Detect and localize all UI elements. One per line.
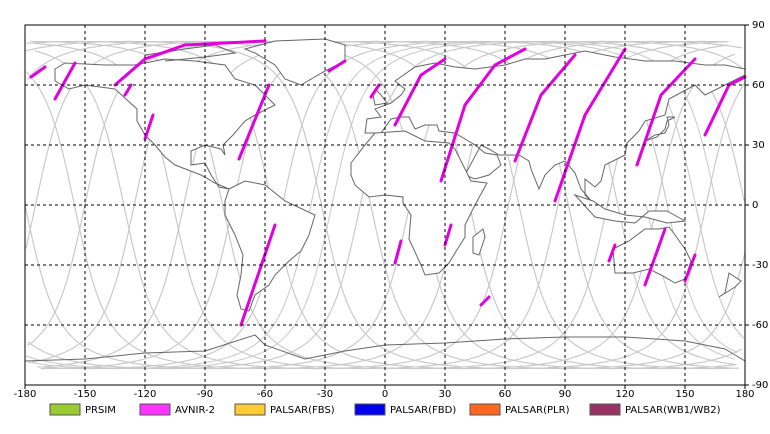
- avnir2-segment: [555, 49, 625, 201]
- avnir2-segment: [609, 245, 615, 261]
- y-tick-label: -90: [752, 380, 768, 391]
- indonesia: [575, 195, 685, 223]
- x-tick-label: -90: [197, 389, 213, 400]
- legend-label: AVNIR-2: [175, 405, 215, 416]
- avnir2-segment: [441, 49, 525, 181]
- y-tick-label: 0: [752, 200, 758, 211]
- legend-label: PALSAR(FBS): [270, 405, 335, 416]
- avnir2-segment: [395, 241, 401, 263]
- legend-label: PRSIM: [85, 405, 116, 416]
- legend-swatch: [139, 403, 171, 416]
- orbit-line: [695, 204, 745, 339]
- avnir2-segment: [241, 225, 275, 325]
- y-tick-label: 30: [752, 140, 765, 151]
- legend-swatch: [234, 403, 266, 416]
- orbit-line: [518, 204, 740, 370]
- greenland: [245, 39, 345, 85]
- x-tick-label: -60: [257, 389, 273, 400]
- avnir2-segment: [637, 59, 695, 165]
- y-tick-label: -30: [752, 260, 768, 271]
- africa: [351, 131, 487, 275]
- new-zealand: [719, 273, 741, 297]
- japan: [645, 117, 675, 141]
- x-tick-label: 60: [499, 389, 512, 400]
- orbit-line: [271, 53, 736, 370]
- orbit-line: [25, 40, 718, 370]
- avnir2-segment: [55, 63, 75, 99]
- x-tick-label: 30: [439, 389, 452, 400]
- axes: -180 -150 -120 -90 -60 -30 0 30 60 90 120 150 180 90 6…: [14, 20, 769, 400]
- x-tick-label: 150: [675, 389, 694, 400]
- avnir2-segment: [125, 85, 131, 95]
- avnir2-segment: [515, 55, 575, 161]
- legend-label: PALSAR(FBD): [390, 405, 456, 416]
- avnir2-segment: [329, 61, 345, 71]
- legend-label: PALSAR(PLR): [505, 405, 570, 416]
- orbit-line: [567, 204, 734, 369]
- avnir2-segment: [31, 67, 45, 77]
- madagascar: [473, 229, 485, 255]
- orbit-line: [320, 82, 746, 370]
- y-tick-label: 90: [752, 20, 765, 31]
- avnir2-segment: [115, 41, 265, 85]
- avnir2-segment: [645, 229, 665, 285]
- x-tick-label: -30: [317, 389, 333, 400]
- antarctica-coast: [25, 335, 745, 361]
- x-tick-label: -180: [14, 389, 37, 400]
- orbit-line: [617, 204, 737, 366]
- avnir2-segment: [145, 115, 153, 139]
- avnir2-segment: [481, 297, 489, 305]
- legend-swatch: [49, 403, 81, 416]
- legend-label: PALSAR(WB1/WB2): [625, 405, 721, 416]
- orbit-line: [370, 204, 746, 370]
- australia: [613, 227, 691, 283]
- arctic-islands: [145, 45, 235, 61]
- legend: PRSIM AVNIR-2 PALSAR(FBS) PALSAR(FBD) PALSAR…: [49, 403, 721, 416]
- avnir2-segment: [395, 59, 445, 125]
- x-tick-label: -120: [134, 389, 157, 400]
- avnir2-segment: [239, 85, 269, 159]
- x-tick-label: 0: [382, 389, 388, 400]
- north-america: [55, 59, 275, 189]
- avnir2-segment: [371, 85, 379, 97]
- avnir2-segment: [445, 225, 451, 245]
- legend-swatch: [469, 403, 501, 416]
- eurasia: [365, 51, 745, 203]
- avnir2-segment: [685, 255, 695, 281]
- y-tick-label: -60: [752, 320, 768, 331]
- x-tick-label: 90: [559, 389, 572, 400]
- y-tick-label: 60: [752, 80, 765, 91]
- legend-swatch: [589, 403, 621, 416]
- x-tick-label: -150: [74, 389, 97, 400]
- continents: [25, 39, 745, 361]
- south-america: [225, 181, 315, 311]
- legend-swatch: [354, 403, 386, 416]
- x-tick-label: 180: [735, 389, 754, 400]
- x-tick-label: 120: [615, 389, 634, 400]
